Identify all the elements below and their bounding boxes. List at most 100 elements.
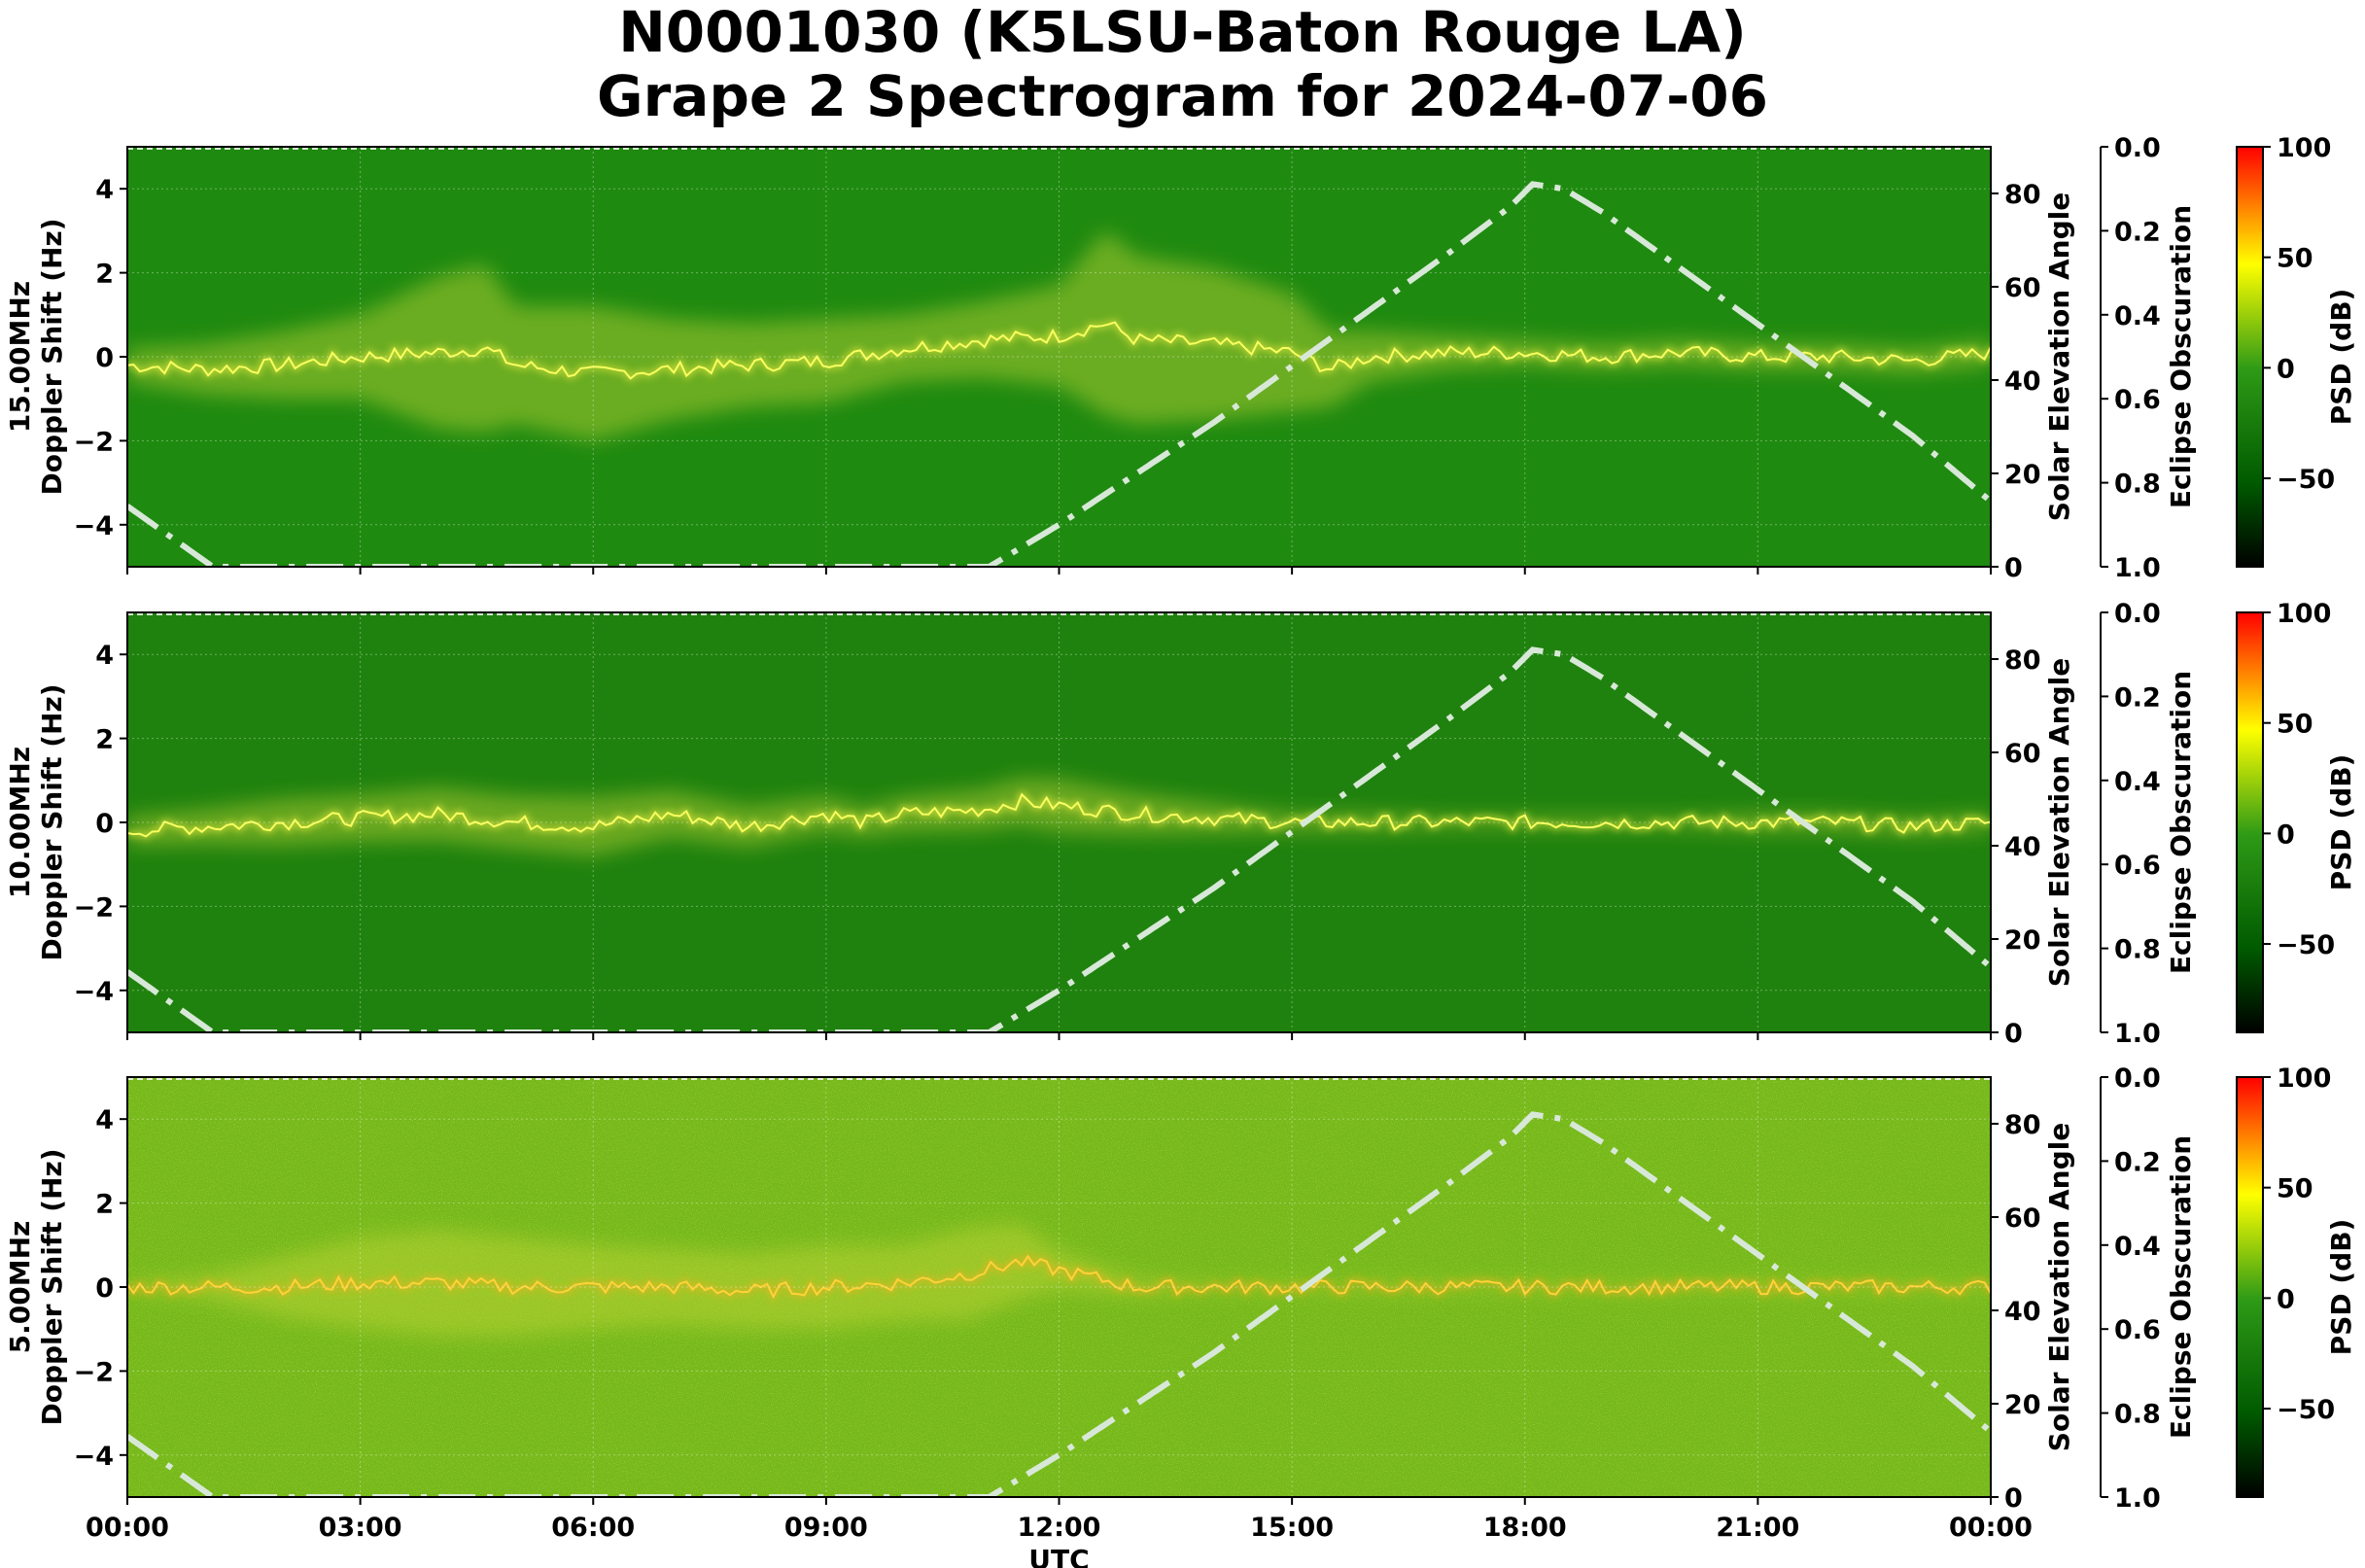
y-tick-label: 4 — [95, 641, 114, 671]
y-tick-label: 4 — [95, 1105, 114, 1135]
colorbar-tick-label: 0 — [2277, 354, 2295, 384]
y2-tick-label: 0 — [2004, 1019, 2023, 1049]
y-tick-label: 2 — [95, 725, 114, 755]
y2-tick-label: 20 — [2004, 925, 2041, 956]
y-tick-label: 2 — [95, 1190, 114, 1220]
y2-tick-label: 60 — [2004, 273, 2041, 303]
y3-tick-label: 0.2 — [2114, 217, 2161, 247]
y-tick-label: −4 — [74, 1442, 114, 1472]
solar-elevation-curve — [127, 181, 1991, 567]
colorbar-tick-label: 100 — [2277, 1063, 2331, 1094]
x-axis-label: UTC — [1028, 1544, 1089, 1568]
eclipse-axis-label: Eclipse Obscuration — [2165, 1135, 2197, 1439]
colorbar-tick-label: 50 — [2277, 244, 2313, 274]
colorbar-tick-label: 50 — [2277, 710, 2313, 740]
y3-tick-label: 0.0 — [2114, 1063, 2161, 1094]
panel-2: −4 −2 0 2 4 5.00MHz Doppler Shift (Hz) 0 20 40 60 8… — [4, 1063, 2357, 1568]
title-line-1: N0001030 (K5LSU-Baton Rouge LA) — [618, 0, 1747, 65]
colorbar — [2236, 146, 2264, 568]
solar-elevation-axis-label: Solar Elevation Angle — [2043, 658, 2075, 987]
panel-0: −4 −2 0 2 4 15.00MHz Doppler Shift (Hz) 0 20 40 60… — [4, 133, 2357, 583]
signal-trace-group — [127, 778, 1991, 856]
signal-spread — [127, 233, 1991, 441]
y2-tick-label: 0 — [2004, 553, 2023, 583]
y3-tick-label: 0.6 — [2114, 385, 2161, 415]
y-tick-label: −2 — [74, 427, 114, 457]
signal-core — [127, 1254, 1991, 1300]
colorbar — [2236, 611, 2264, 1033]
y-tick-label: 0 — [95, 343, 114, 373]
y2-tick-label: 80 — [2004, 1110, 2041, 1140]
x-tick-label: 09:00 — [784, 1513, 868, 1543]
y2-tick-label: 60 — [2004, 1203, 2041, 1234]
signal-spread — [127, 778, 1991, 856]
eclipse-axis-label: Eclipse Obscuration — [2165, 671, 2197, 974]
y2-tick-label: 20 — [2004, 1390, 2041, 1420]
colorbar-tick-label: 0 — [2277, 819, 2295, 850]
y3-tick-label: 1.0 — [2114, 1019, 2161, 1049]
colorbar-tick-label: 0 — [2277, 1284, 2295, 1314]
colorbar-label: PSD (dB) — [2325, 754, 2357, 891]
solar-elevation-axis-label: Solar Elevation Angle — [2043, 192, 2075, 521]
x-tick-label: 15:00 — [1250, 1513, 1334, 1543]
y2-tick-label: 60 — [2004, 739, 2041, 769]
colorbar-label: PSD (dB) — [2325, 1219, 2357, 1356]
y3-tick-label: 0.2 — [2114, 1147, 2161, 1177]
y3-tick-label: 0.4 — [2114, 1232, 2161, 1262]
y2-tick-label: 0 — [2004, 1483, 2023, 1514]
doppler-axis-label: Doppler Shift (Hz) — [36, 1148, 68, 1425]
y3-tick-label: 0.0 — [2114, 133, 2161, 163]
signal-core — [127, 792, 1991, 838]
signal-spread — [127, 1224, 1991, 1337]
y2-tick-label: 80 — [2004, 645, 2041, 676]
colorbar-tick-label: −50 — [2277, 930, 2335, 960]
y2-tick-label: 40 — [2004, 1297, 2041, 1327]
solar-elevation-axis-label: Solar Elevation Angle — [2043, 1123, 2075, 1451]
x-tick-label: 00:00 — [1949, 1513, 2033, 1543]
title-line-2: Grape 2 Spectrogram for 2024-07-06 — [597, 63, 1768, 129]
y3-tick-label: 0.0 — [2114, 599, 2161, 629]
y2-tick-label: 40 — [2004, 832, 2041, 862]
x-tick-label: 12:00 — [1018, 1513, 1101, 1543]
panel-frequency-label: 15.00MHz — [4, 281, 36, 433]
y2-tick-label: 80 — [2004, 180, 2041, 210]
eclipse-axis-label: Eclipse Obscuration — [2165, 205, 2197, 508]
colorbar — [2236, 1076, 2264, 1498]
x-tick-label: 18:00 — [1483, 1513, 1567, 1543]
y3-tick-label: 0.4 — [2114, 767, 2161, 797]
y3-tick-label: 0.2 — [2114, 682, 2161, 713]
panel-frequency-label: 10.00MHz — [4, 747, 36, 898]
y-tick-label: −4 — [74, 977, 114, 1007]
y3-tick-label: 1.0 — [2114, 1483, 2161, 1514]
y2-tick-label: 40 — [2004, 366, 2041, 397]
y-tick-label: 4 — [95, 175, 114, 205]
solar-elevation-curve — [127, 646, 1991, 1032]
y-tick-label: 2 — [95, 260, 114, 290]
colorbar-tick-label: 50 — [2277, 1174, 2313, 1204]
x-tick-label: 03:00 — [319, 1513, 402, 1543]
y3-tick-label: 0.6 — [2114, 851, 2161, 881]
colorbar-tick-label: −50 — [2277, 1395, 2335, 1425]
x-tick-label: 00:00 — [86, 1513, 169, 1543]
colorbar-label: PSD (dB) — [2325, 289, 2357, 426]
y-tick-label: −2 — [74, 892, 114, 923]
signal-trace-group — [127, 1224, 1991, 1337]
y3-tick-label: 0.8 — [2114, 935, 2161, 965]
y3-tick-label: 0.6 — [2114, 1315, 2161, 1345]
solar-elevation-curve — [127, 1111, 1991, 1497]
page-title: N0001030 (K5LSU-Baton Rouge LA) Grape 2 … — [0, 0, 2365, 128]
x-tick-label: 06:00 — [551, 1513, 635, 1543]
doppler-axis-label: Doppler Shift (Hz) — [36, 683, 68, 960]
colorbar-tick-label: 100 — [2277, 133, 2331, 163]
y3-tick-label: 0.4 — [2114, 301, 2161, 331]
y2-tick-label: 20 — [2004, 460, 2041, 490]
y3-tick-label: 0.8 — [2114, 1400, 2161, 1430]
panel-1: −4 −2 0 2 4 10.00MHz Doppler Shift (Hz) 0 20 40 60… — [4, 599, 2357, 1049]
colorbar-tick-label: −50 — [2277, 465, 2335, 495]
y-tick-label: −4 — [74, 511, 114, 541]
x-tick-label: 21:00 — [1716, 1513, 1799, 1543]
colorbar-tick-label: 100 — [2277, 599, 2331, 629]
panel-frequency-label: 5.00MHz — [4, 1221, 36, 1354]
y-tick-label: −2 — [74, 1357, 114, 1387]
